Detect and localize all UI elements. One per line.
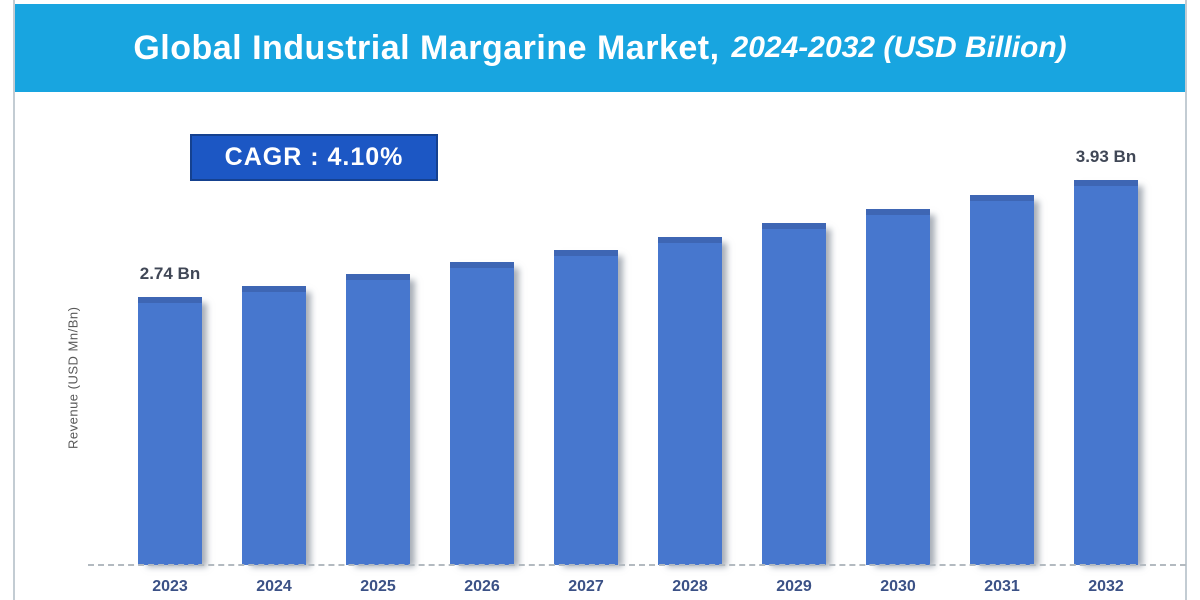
bar-2026 <box>450 262 514 565</box>
data-label-2023: 2.74 Bn <box>139 264 201 283</box>
bar-2027 <box>554 250 618 565</box>
y-axis-label: Revenue (USD Mn/Bn) <box>65 306 81 450</box>
plot-area: 2.74 Bn 3.93 Bn <box>138 125 1138 565</box>
bar-2030 <box>866 209 930 565</box>
bar-group-2023: 2.74 Bn <box>138 264 202 565</box>
chart-title-subtitle: 2024-2032 (USD Billion) <box>731 31 1067 64</box>
data-label-2032: 3.93 Bn <box>1075 147 1137 166</box>
x-tick-2024: 2024 <box>256 578 292 595</box>
bar-group-2032: 3.93 Bn <box>1074 147 1138 565</box>
x-tick-2027: 2027 <box>568 578 604 595</box>
bar-2032 <box>1074 180 1138 565</box>
bar-group-2029 <box>762 223 826 565</box>
bar-group-2027 <box>554 250 618 565</box>
frame-border-right <box>1185 0 1187 600</box>
bar-2029 <box>762 223 826 565</box>
bar-group-2025 <box>346 274 410 565</box>
bar-2028 <box>658 237 722 565</box>
chart-title-main: Global Industrial Margarine Market, <box>133 28 720 67</box>
bar-group-2026 <box>450 262 514 565</box>
bar-group-2031 <box>970 195 1034 565</box>
x-tick-2029: 2029 <box>776 578 812 595</box>
frame-border-left <box>13 0 15 600</box>
bar-2023 <box>138 297 202 565</box>
cagr-badge: CAGR : 4.10% <box>190 134 438 181</box>
x-axis-ticks: 2023 2024 2025 2026 2027 2028 2029 2030 2031 2032 <box>138 578 1138 596</box>
bar-2024 <box>242 286 306 565</box>
x-tick-2023: 2023 <box>152 578 188 595</box>
bar-group-2028 <box>658 237 722 565</box>
chart-title-banner: Global Industrial Margarine Market, 2024… <box>15 4 1185 92</box>
bar-2025 <box>346 274 410 565</box>
x-axis-line <box>88 564 1186 566</box>
x-tick-2028: 2028 <box>672 578 708 595</box>
x-tick-2025: 2025 <box>360 578 396 595</box>
bar-2031 <box>970 195 1034 565</box>
x-tick-2031: 2031 <box>984 578 1020 595</box>
x-tick-2032: 2032 <box>1088 578 1124 595</box>
x-tick-2026: 2026 <box>464 578 500 595</box>
bar-group-2024 <box>242 286 306 565</box>
x-tick-2030: 2030 <box>880 578 916 595</box>
bar-group-2030 <box>866 209 930 565</box>
